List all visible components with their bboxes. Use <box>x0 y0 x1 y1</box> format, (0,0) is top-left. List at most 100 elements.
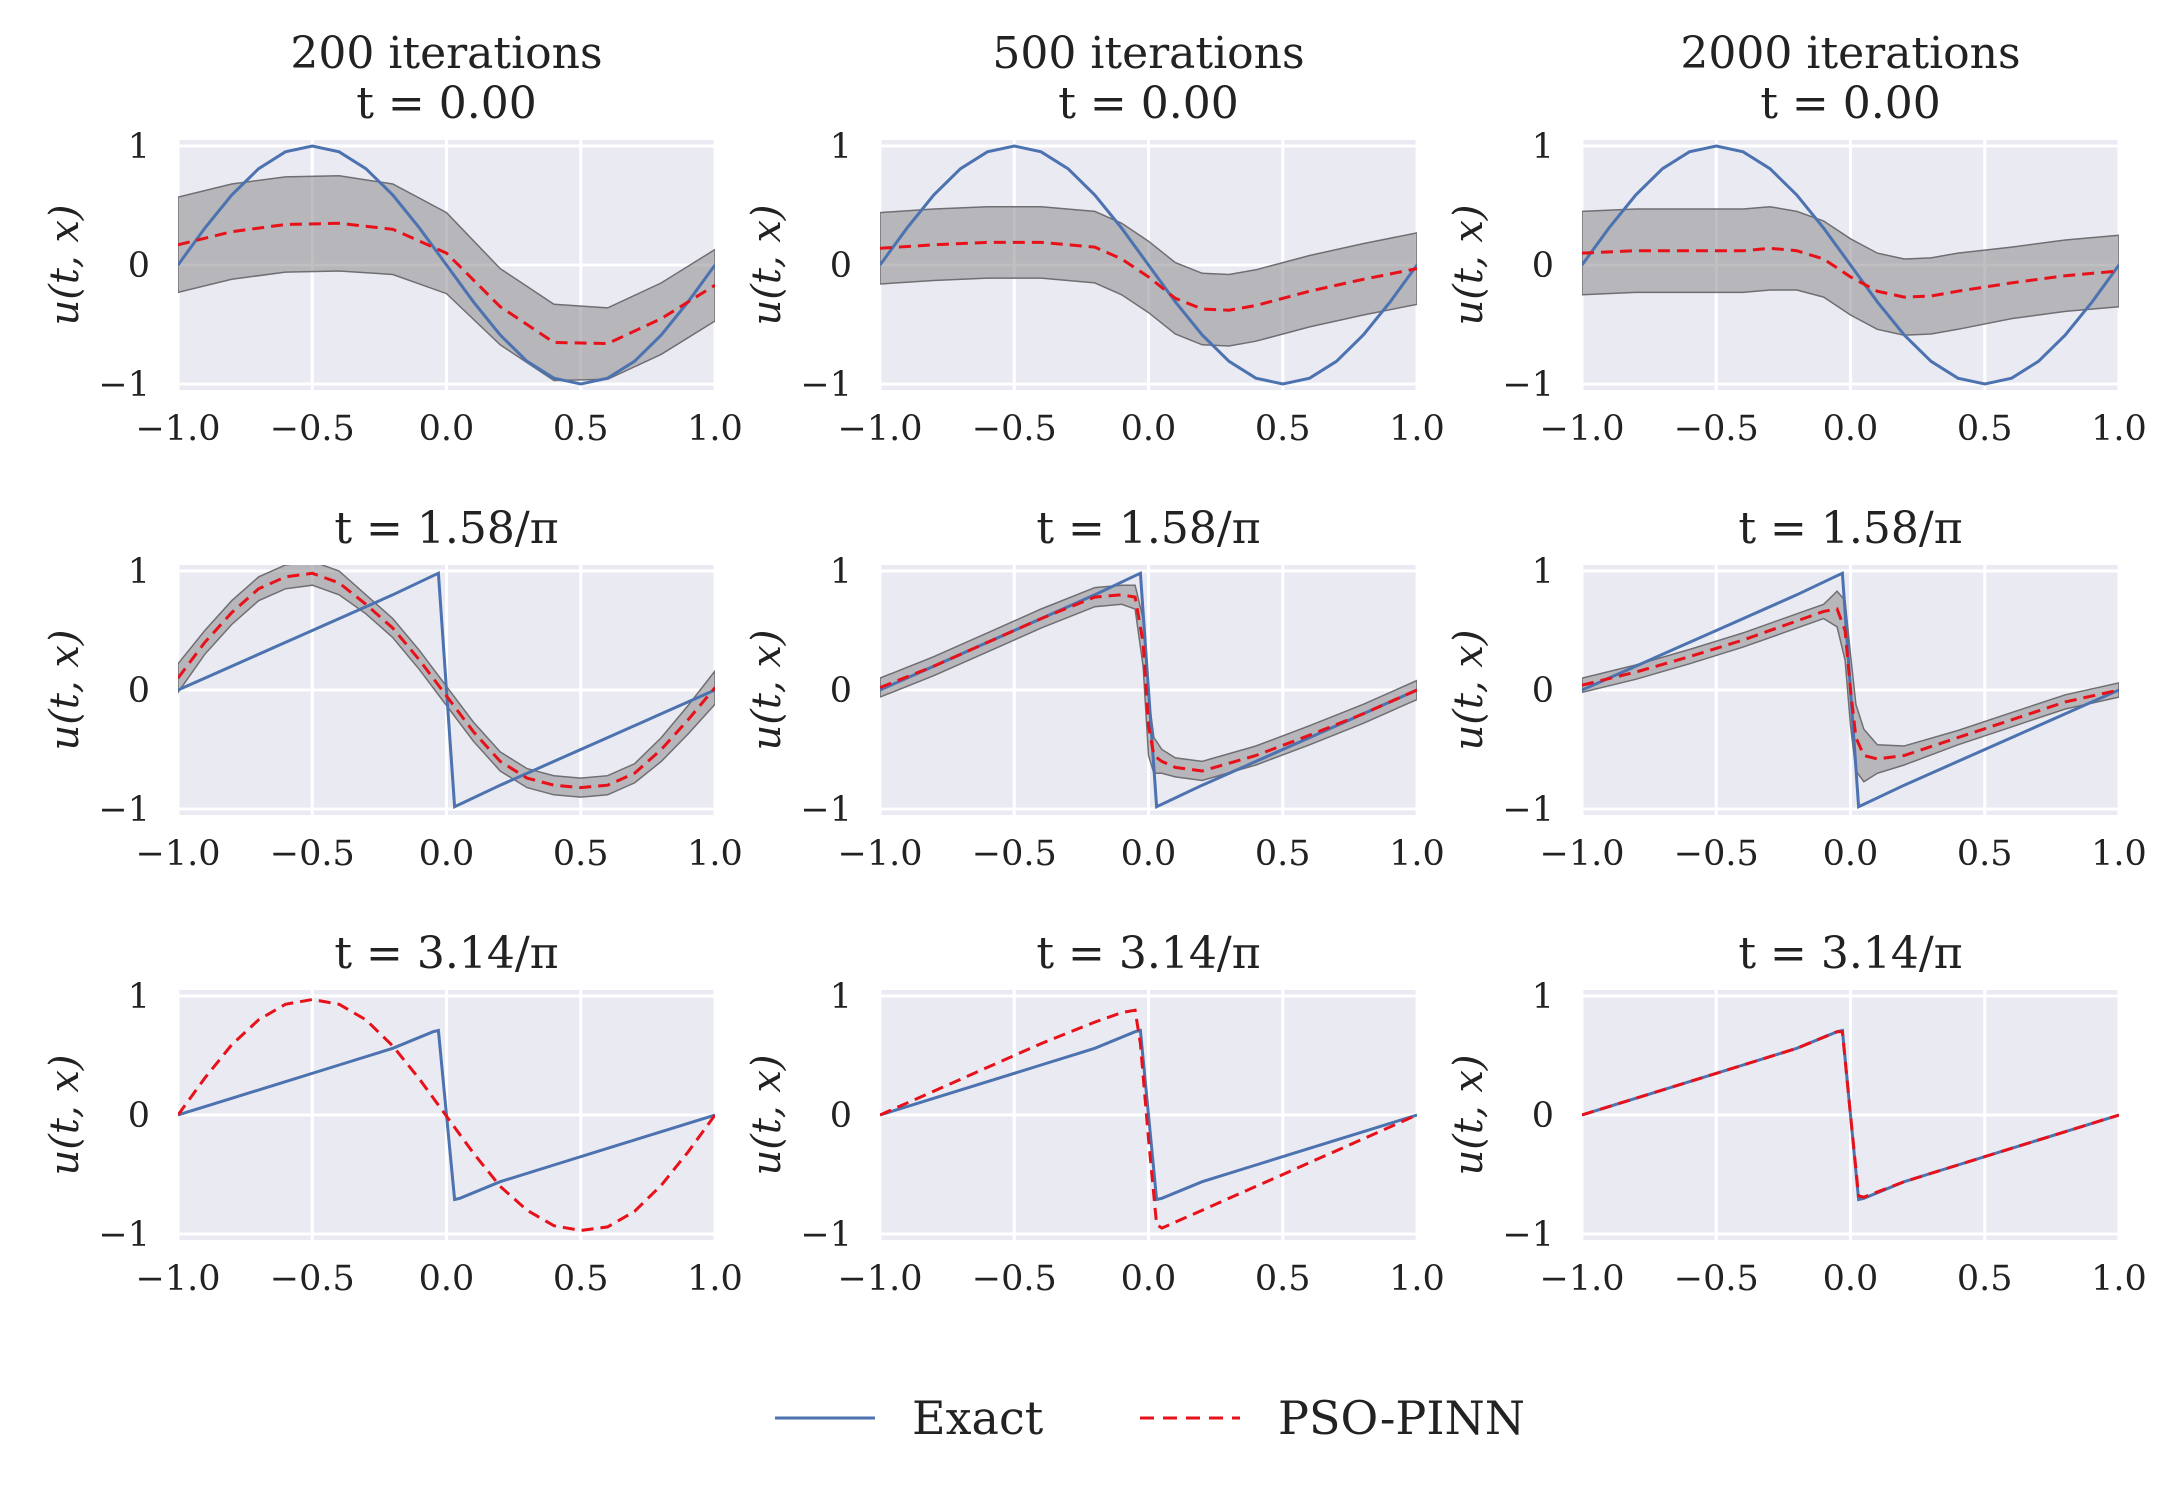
x-tick-label: −1.0 <box>136 1259 221 1299</box>
y-tick-label: −1 <box>800 365 852 405</box>
y-axis-label: u(t, x) <box>42 1054 88 1175</box>
y-tick-label: 1 <box>830 552 852 592</box>
x-tick-label: 0.5 <box>553 834 609 874</box>
x-tick-label: −1.0 <box>1540 834 1625 874</box>
x-tick-label: −0.5 <box>1674 834 1759 874</box>
uncertainty-band <box>178 565 715 798</box>
exact-line <box>880 1028 1417 1202</box>
pso-pinn-line <box>1582 246 2119 299</box>
legend-pso-label: PSO-PINN <box>1278 1391 1525 1445</box>
x-tick-label: −0.5 <box>270 409 355 449</box>
y-tick-label: −1 <box>1502 365 1554 405</box>
y-tick-label: −1 <box>98 790 150 830</box>
uncertainty-band <box>178 174 715 382</box>
y-tick-label: 0 <box>830 1096 852 1136</box>
pso-pinn-line <box>880 593 1417 773</box>
x-tick-label: 1.0 <box>2091 409 2147 449</box>
x-tick-label: 0.0 <box>1823 1259 1879 1299</box>
pso-pinn-line <box>1582 1030 2119 1199</box>
plot-content <box>1582 1028 2119 1202</box>
pso-pinn-line <box>178 571 715 790</box>
y-axis-label: u(t, x) <box>1446 1054 1492 1175</box>
x-tick-label: 0.5 <box>553 409 609 449</box>
x-tick-label: −0.5 <box>270 834 355 874</box>
y-tick-label: −1 <box>98 1215 150 1255</box>
row-title: t = 3.14/π <box>1738 928 1962 979</box>
y-tick-label: 1 <box>830 977 852 1017</box>
y-axis-label: u(t, x) <box>744 1054 790 1175</box>
row-title: t = 0.00 <box>356 78 537 129</box>
pso-pinn-line <box>178 221 715 346</box>
row-title: t = 1.58/π <box>1036 503 1260 554</box>
plot-content <box>178 144 715 386</box>
x-tick-label: 1.0 <box>1389 409 1445 449</box>
plot-content <box>880 1008 1417 1230</box>
y-tick-label: −1 <box>800 790 852 830</box>
x-tick-label: −1.0 <box>838 834 923 874</box>
exact-line <box>178 144 715 386</box>
x-tick-label: 1.0 <box>1389 1259 1445 1299</box>
x-tick-label: 0.5 <box>553 1259 609 1299</box>
pso-pinn-line <box>1582 607 2119 761</box>
x-tick-label: 0.0 <box>1823 834 1879 874</box>
row-title: t = 0.00 <box>1760 78 1941 129</box>
row-title: t = 1.58/π <box>334 503 558 554</box>
y-tick-label: 0 <box>830 671 852 711</box>
panel-r2-c0: t = 3.14/π −1.0 −0.5 0.0 0.5 1.0 −1 0 1 u(t, x) <box>42 928 743 1299</box>
panel-r1-c2: t = 1.58/π −1.0 −0.5 0.0 0.5 1.0 −1 0 1 u(t, x) <box>1446 503 2147 874</box>
legend: Exact PSO-PINN <box>775 1391 1525 1445</box>
x-tick-label: 0.5 <box>1255 834 1311 874</box>
y-tick-label: 1 <box>128 977 150 1017</box>
panel-r1-c1: t = 1.58/π −1.0 −0.5 0.0 0.5 1.0 −1 0 1 u(t, x) <box>744 503 1445 874</box>
y-tick-label: 0 <box>128 671 150 711</box>
x-tick-label: 0.0 <box>1121 1259 1177 1299</box>
uncertainty-band <box>1582 205 2119 336</box>
x-tick-label: 0.5 <box>1255 409 1311 449</box>
column-title: 2000 iterations <box>1680 28 2020 79</box>
x-tick-label: 0.0 <box>1121 409 1177 449</box>
x-tick-label: 0.0 <box>1121 834 1177 874</box>
plot-content <box>880 144 1417 386</box>
row-title: t = 0.00 <box>1058 78 1239 129</box>
y-tick-label: −1 <box>800 1215 852 1255</box>
y-tick-label: 1 <box>1532 127 1554 167</box>
uncertainty-band <box>880 584 1417 782</box>
y-tick-label: −1 <box>98 365 150 405</box>
legend-exact-label: Exact <box>912 1391 1044 1445</box>
plot-content <box>1582 571 2119 809</box>
x-tick-label: 1.0 <box>687 834 743 874</box>
y-tick-label: 0 <box>128 246 150 286</box>
x-tick-label: −1.0 <box>838 409 923 449</box>
column-title: 200 iterations <box>290 28 602 79</box>
x-tick-label: −0.5 <box>972 1259 1057 1299</box>
y-axis-label: u(t, x) <box>1446 204 1492 325</box>
plot-content <box>178 997 715 1233</box>
x-tick-label: −0.5 <box>972 834 1057 874</box>
x-tick-label: −1.0 <box>1540 409 1625 449</box>
y-tick-label: 0 <box>128 1096 150 1136</box>
y-tick-label: 0 <box>1532 671 1554 711</box>
plot-content <box>880 571 1417 809</box>
x-tick-label: −1.0 <box>136 409 221 449</box>
y-tick-label: 0 <box>830 246 852 286</box>
x-tick-label: 1.0 <box>2091 1259 2147 1299</box>
x-tick-label: −0.5 <box>972 409 1057 449</box>
x-tick-label: 0.5 <box>1957 1259 2013 1299</box>
y-tick-label: 1 <box>1532 552 1554 592</box>
exact-line <box>1582 144 2119 386</box>
x-tick-label: −1.0 <box>136 834 221 874</box>
exact-line <box>178 571 715 809</box>
x-tick-label: 0.5 <box>1255 1259 1311 1299</box>
y-tick-label: 1 <box>830 127 852 167</box>
pso-pinn-line <box>880 240 1417 312</box>
panel-r2-c2: t = 3.14/π −1.0 −0.5 0.0 0.5 1.0 −1 0 1 u(t, x) <box>1446 928 2147 1299</box>
x-tick-label: 0.5 <box>1957 834 2013 874</box>
x-tick-label: 0.0 <box>419 409 475 449</box>
x-tick-label: 1.0 <box>687 1259 743 1299</box>
y-axis-label: u(t, x) <box>42 629 88 750</box>
y-axis-label: u(t, x) <box>1446 629 1492 750</box>
row-title: t = 3.14/π <box>334 928 558 979</box>
x-tick-label: 1.0 <box>1389 834 1445 874</box>
